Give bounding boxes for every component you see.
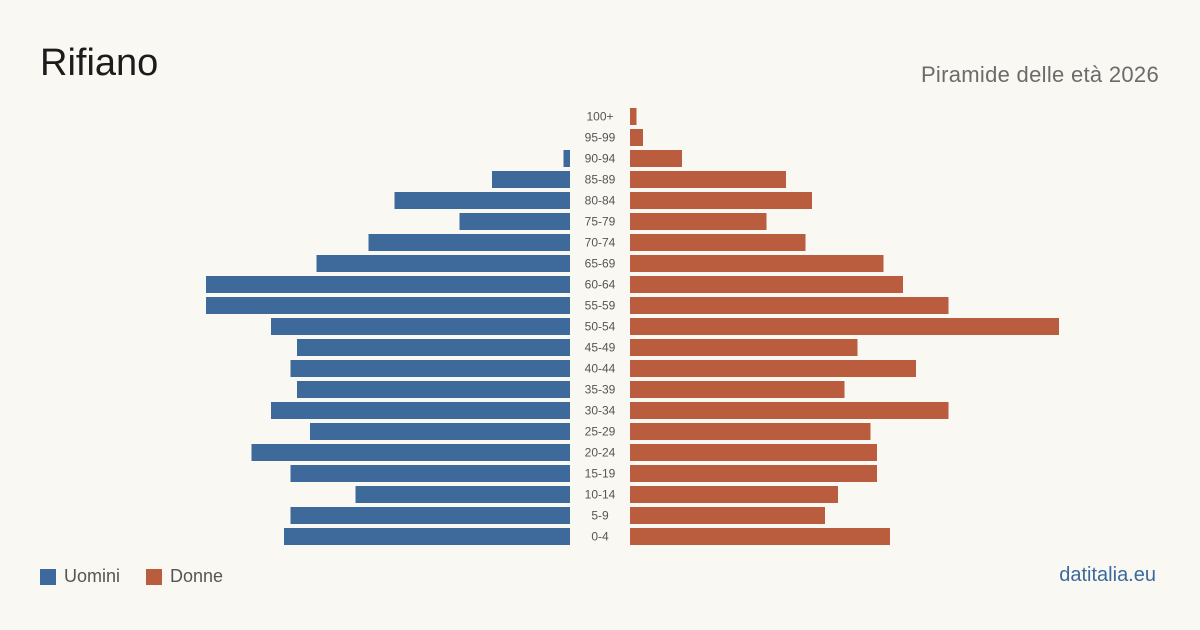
bar-women-5-9 xyxy=(630,507,825,524)
bar-women-85-89 xyxy=(630,171,786,188)
bar-men-65-69 xyxy=(316,255,570,272)
bar-women-10-14 xyxy=(630,486,838,503)
bar-women-60-64 xyxy=(630,276,903,293)
bar-men-70-74 xyxy=(368,234,570,251)
page-title: Rifiano xyxy=(40,42,159,84)
bar-men-45-49 xyxy=(297,339,570,356)
age-label-80-84: 80-84 xyxy=(585,194,616,208)
age-label-75-79: 75-79 xyxy=(585,215,616,229)
bar-men-80-84 xyxy=(394,192,570,209)
age-label-45-49: 45-49 xyxy=(585,341,616,355)
bar-women-0-4 xyxy=(630,528,890,545)
legend-label-men: Uomini xyxy=(64,566,121,586)
bar-men-90-94 xyxy=(563,150,570,167)
bar-women-55-59 xyxy=(630,297,949,314)
bar-men-85-89 xyxy=(492,171,570,188)
legend-swatch-women xyxy=(146,568,163,585)
bar-men-75-79 xyxy=(459,213,570,230)
bar-men-35-39 xyxy=(297,381,570,398)
age-label-55-59: 55-59 xyxy=(585,299,616,313)
bar-women-40-44 xyxy=(630,360,916,377)
age-label-100plus: 100+ xyxy=(586,110,613,124)
bar-women-25-29 xyxy=(630,423,871,440)
age-label-90-94: 90-94 xyxy=(585,152,616,166)
age-label-70-74: 70-74 xyxy=(585,236,616,250)
age-label-15-19: 15-19 xyxy=(585,467,616,481)
age-label-10-14: 10-14 xyxy=(585,488,616,502)
bar-women-90-94 xyxy=(630,150,682,167)
age-label-65-69: 65-69 xyxy=(585,257,616,271)
legend-label-women: Donne xyxy=(170,566,224,586)
age-label-0-4: 0-4 xyxy=(591,530,609,544)
bar-women-15-19 xyxy=(630,465,877,482)
age-label-60-64: 60-64 xyxy=(585,278,616,292)
bar-men-0-4 xyxy=(284,528,570,545)
age-label-20-24: 20-24 xyxy=(585,446,616,460)
legend: Uomini Donne xyxy=(40,566,249,587)
bar-men-30-34 xyxy=(271,402,570,419)
legend-item-men: Uomini xyxy=(40,566,120,587)
bar-women-65-69 xyxy=(630,255,884,272)
bar-men-10-14 xyxy=(355,486,570,503)
age-label-5-9: 5-9 xyxy=(591,509,609,523)
bar-men-20-24 xyxy=(251,444,570,461)
legend-item-women: Donne xyxy=(146,566,223,587)
bar-women-95-99 xyxy=(630,129,643,146)
bar-women-100plus xyxy=(630,108,637,125)
age-label-95-99: 95-99 xyxy=(585,131,616,145)
source-link[interactable]: datitalia.eu xyxy=(1059,564,1156,586)
age-label-50-54: 50-54 xyxy=(585,320,616,334)
bar-men-25-29 xyxy=(310,423,570,440)
bar-women-80-84 xyxy=(630,192,812,209)
age-label-85-89: 85-89 xyxy=(585,173,616,187)
bar-women-50-54 xyxy=(630,318,1059,335)
bar-men-5-9 xyxy=(290,507,570,524)
bar-men-15-19 xyxy=(290,465,570,482)
bar-women-20-24 xyxy=(630,444,877,461)
age-label-40-44: 40-44 xyxy=(585,362,616,376)
bar-women-35-39 xyxy=(630,381,845,398)
bar-women-30-34 xyxy=(630,402,949,419)
bar-women-75-79 xyxy=(630,213,767,230)
bar-women-70-74 xyxy=(630,234,806,251)
bar-men-40-44 xyxy=(290,360,570,377)
age-label-25-29: 25-29 xyxy=(585,425,616,439)
age-label-35-39: 35-39 xyxy=(585,383,616,397)
legend-swatch-men xyxy=(40,568,56,585)
bar-men-55-59 xyxy=(206,297,570,314)
bar-men-60-64 xyxy=(206,276,570,293)
bar-women-45-49 xyxy=(630,339,858,356)
chart-subtitle: Piramide delle età 2026 xyxy=(920,62,1159,87)
age-label-30-34: 30-34 xyxy=(585,404,616,418)
bar-men-50-54 xyxy=(271,318,570,335)
